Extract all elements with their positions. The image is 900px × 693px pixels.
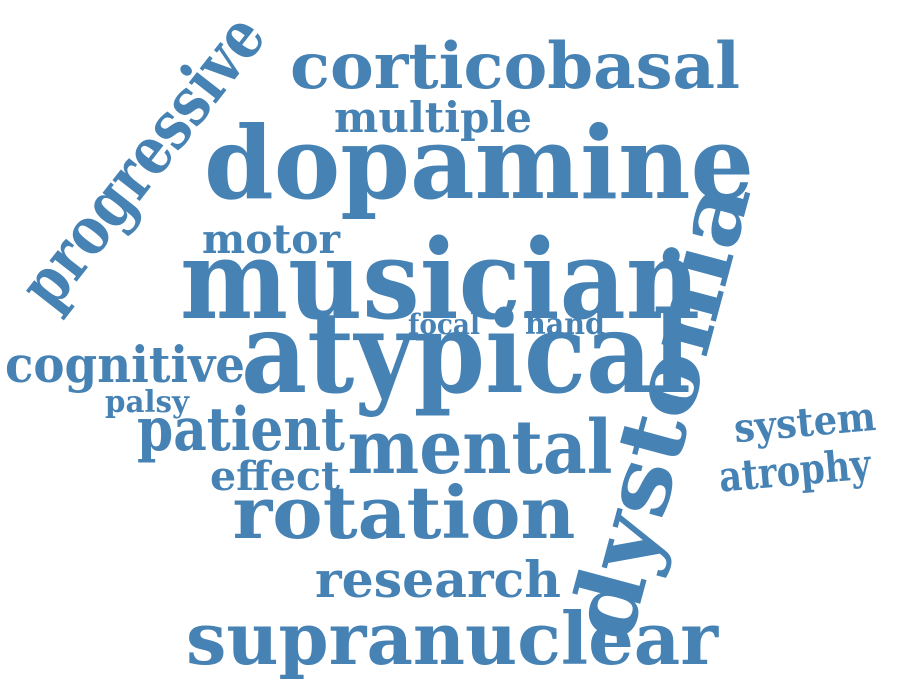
word-musician: musician [180,215,700,344]
word-corticobasal: corticobasal [290,29,740,104]
word-atypical: atypical [241,288,691,419]
word-supranuclear: supranuclear [186,596,719,681]
word-patient: patient [137,395,345,465]
word-cognitive: cognitive [5,335,245,394]
word-hand: hand [525,307,605,342]
word-palsy: palsy [105,385,191,420]
word-mental: mental [348,405,613,491]
word-research: research [315,550,561,609]
word-focal: focal [408,308,480,341]
word-dopamine: dopamine [204,104,754,222]
word-motor: motor [202,216,341,263]
word-multiple: multiple [334,93,532,142]
word-rotation: rotation [233,470,576,555]
word-effect: effect [210,453,341,500]
